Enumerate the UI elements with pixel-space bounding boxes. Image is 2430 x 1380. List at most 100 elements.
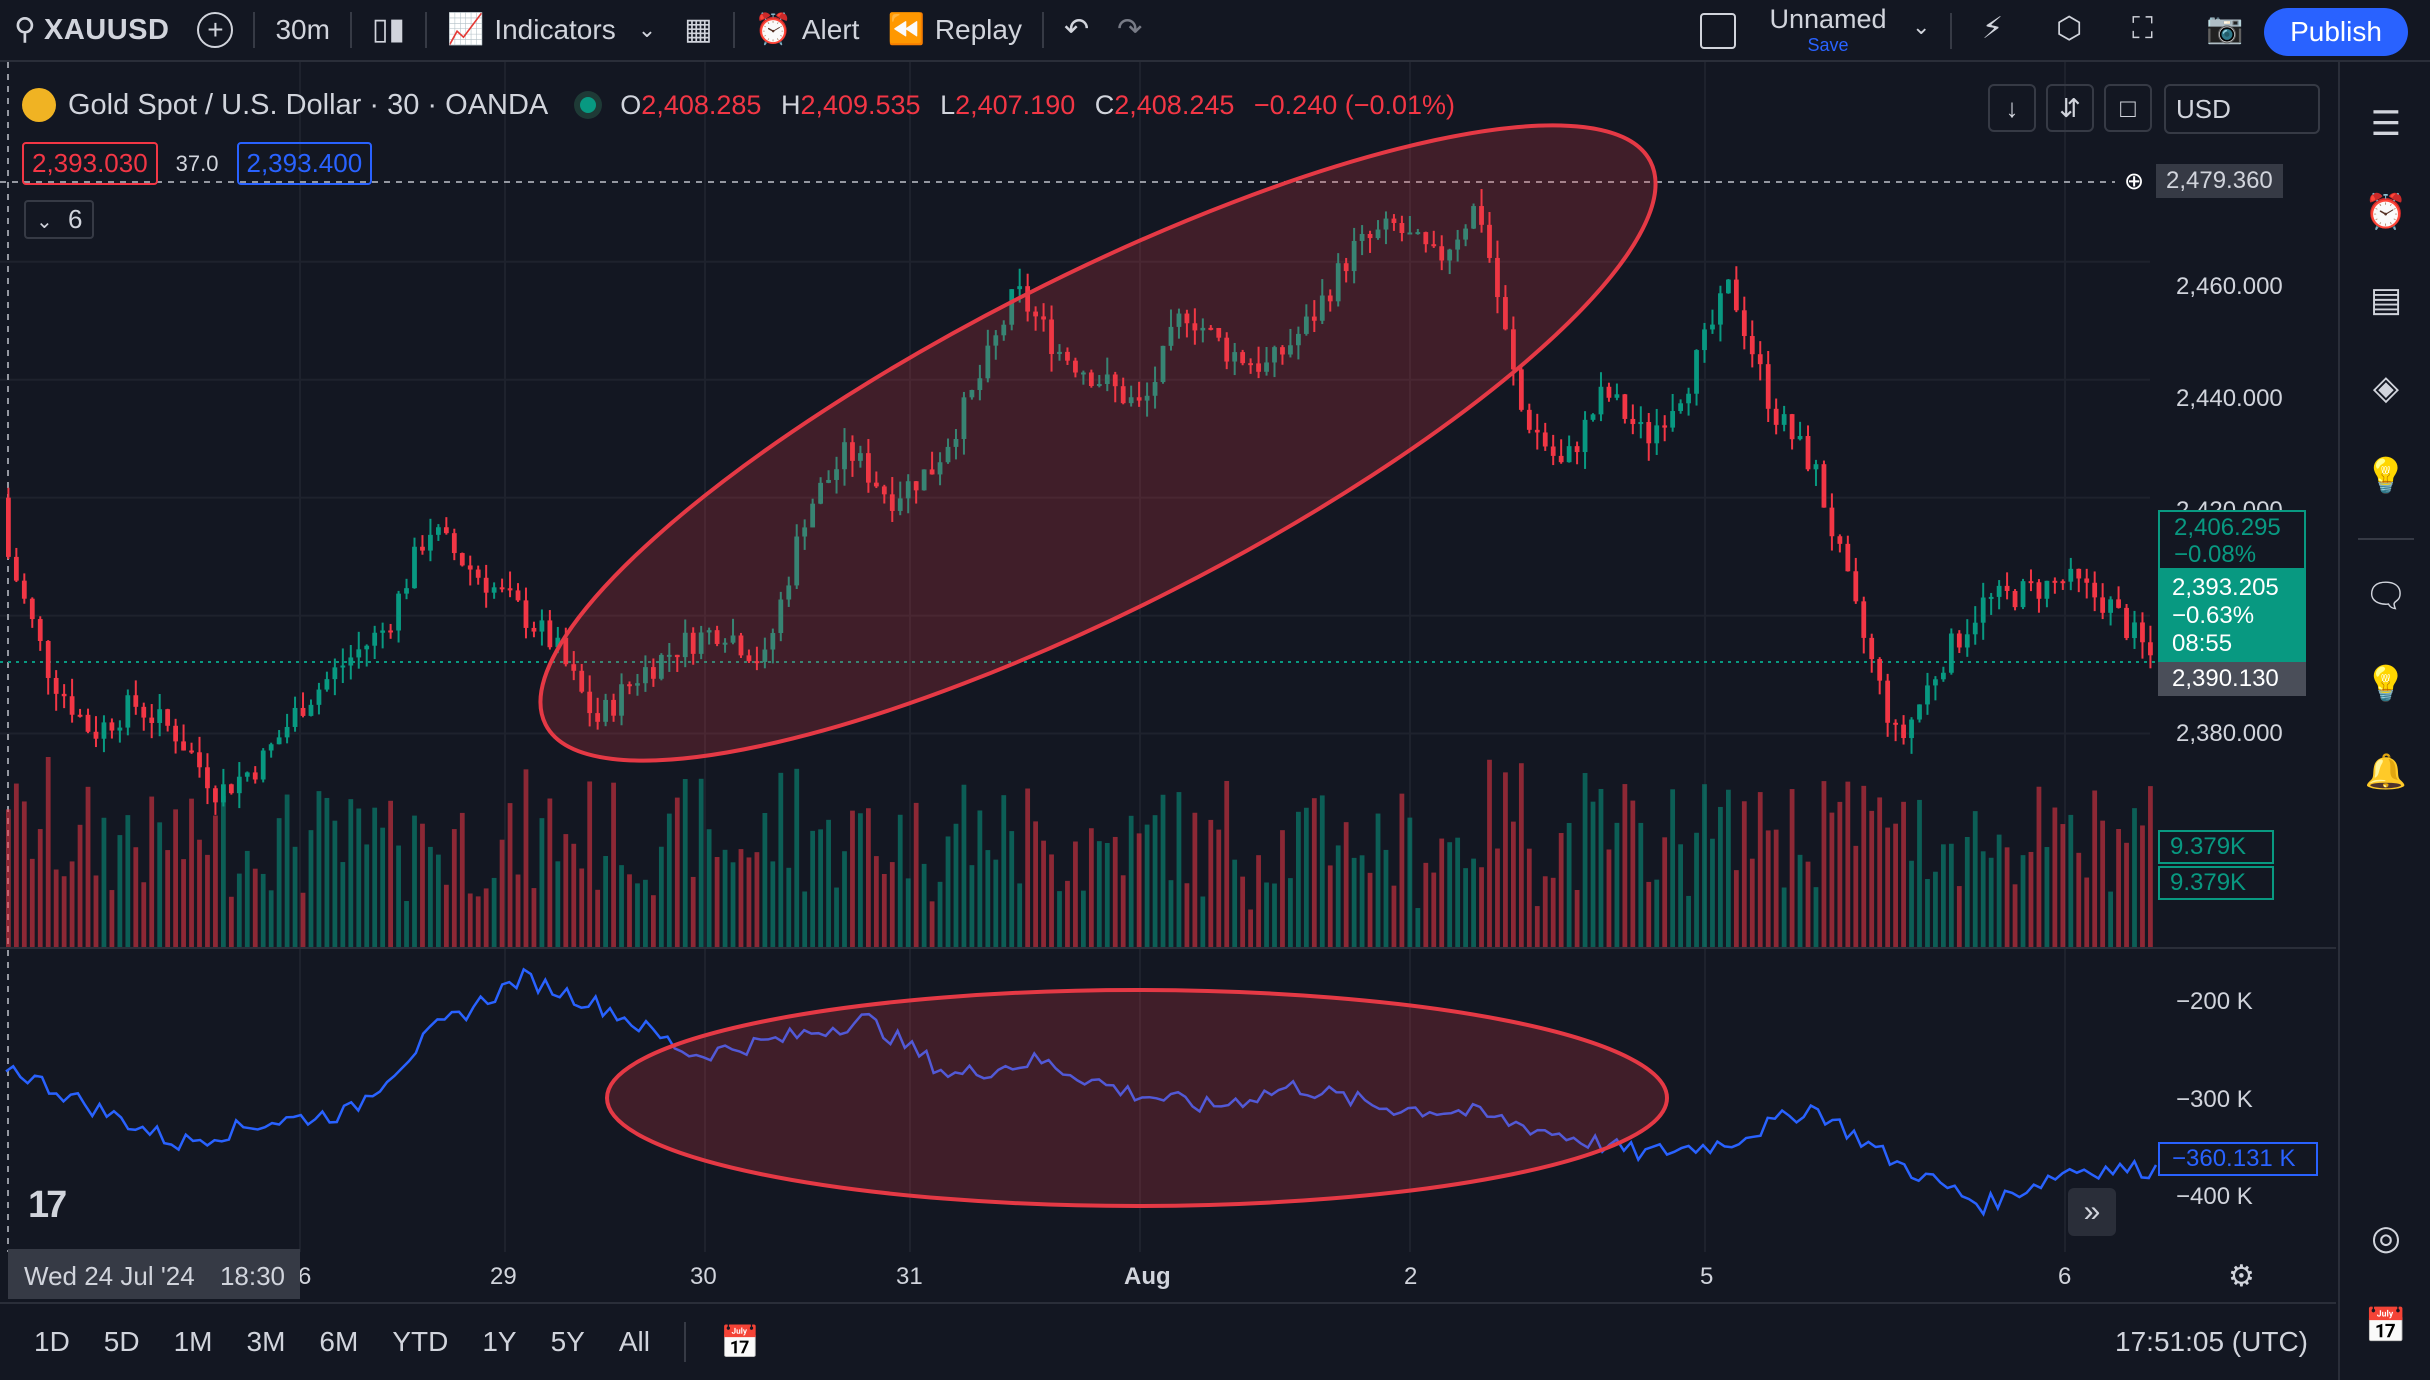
volume-bar: [1200, 896, 1206, 947]
fullscreen-icon[interactable]: ⛶: [2132, 12, 2153, 45]
candle-body: [1104, 374, 1110, 385]
volume-bar: [1495, 848, 1500, 947]
candle-body: [2100, 597, 2106, 613]
indicators-collapse-button[interactable]: ⌄ 6: [24, 200, 95, 239]
candle-body: [953, 438, 959, 447]
range-6m[interactable]: 6M: [319, 1326, 359, 1357]
candle-body: [1224, 337, 1230, 362]
volume-bar: [1232, 859, 1238, 947]
range-ytd[interactable]: YTD: [392, 1326, 449, 1357]
chart-pane[interactable]: [0, 62, 2336, 1300]
range-1y[interactable]: 1Y: [482, 1326, 517, 1357]
tradingview-logo[interactable]: 17: [28, 1184, 67, 1226]
alert-button[interactable]: ⏰ Alert: [741, 0, 874, 61]
volume-bar: [1598, 788, 1604, 947]
range-1d[interactable]: 1D: [34, 1326, 70, 1357]
symbol-search[interactable]: ⚲ XAUUSD: [0, 0, 183, 61]
candle-body: [1327, 295, 1333, 302]
layout-checkbox[interactable]: [1700, 13, 1736, 49]
volume-bar: [1861, 785, 1867, 947]
volume-bar: [1773, 829, 1779, 947]
replay-label: Replay: [934, 14, 1022, 45]
chart-canvas[interactable]: [0, 62, 2336, 1300]
chart-type-button[interactable]: ▯▮: [358, 0, 419, 61]
buy-button[interactable]: 2,393.400: [236, 142, 373, 185]
publish-button[interactable]: Publish: [2264, 8, 2408, 56]
volume-bar: [881, 873, 887, 947]
data-window-icon[interactable]: ▤: [2369, 281, 2403, 319]
volume-bar: [324, 797, 330, 947]
candle-body: [1948, 633, 1954, 673]
volume-bar: [45, 757, 51, 947]
indicators-button[interactable]: 📈 Indicators ⌄: [433, 0, 670, 61]
range-1m[interactable]: 1M: [173, 1326, 213, 1357]
range-5d[interactable]: 5D: [103, 1326, 140, 1357]
volume-bar: [284, 794, 290, 947]
undo-button[interactable]: ↶: [1050, 0, 1103, 61]
candle-body: [1049, 319, 1054, 355]
volume-bar: [69, 861, 75, 947]
chevron-down-icon[interactable]: ⌄: [1912, 14, 1931, 39]
range-all[interactable]: All: [618, 1326, 650, 1357]
alerts-clock-icon[interactable]: ⏰: [2364, 193, 2408, 231]
move-down-icon[interactable]: ↓: [1988, 84, 2036, 132]
candle-body: [181, 741, 186, 751]
candle-body: [666, 654, 672, 657]
candle-body: [340, 665, 346, 668]
calendar-icon[interactable]: 📅: [2364, 1307, 2408, 1345]
layers-icon[interactable]: ◈: [2372, 369, 2400, 407]
candle-body: [29, 598, 35, 620]
ideas-icon[interactable]: 💡: [2364, 457, 2408, 495]
series-title[interactable]: Gold Spot / U.S. Dollar · 30 · OANDA: [68, 88, 549, 121]
volume-bar: [539, 818, 545, 947]
chevron-down-icon[interactable]: ⌄: [637, 17, 657, 42]
utc-clock[interactable]: 17:51:05 (UTC): [2115, 1326, 2308, 1357]
dom-icon[interactable]: ◎: [2371, 1219, 2401, 1257]
time-axis[interactable]: 6 29 30 31 Aug 2 5 6 ⚙: [0, 1255, 2336, 1300]
settings-icon[interactable]: ⬡: [2056, 12, 2083, 45]
candle-body: [1495, 257, 1500, 298]
redo-button[interactable]: ↷: [1103, 0, 1156, 61]
notifications-icon[interactable]: 🔔: [2364, 753, 2408, 791]
currency-select[interactable]: USD: [2164, 84, 2320, 134]
volume-bar: [1654, 879, 1660, 947]
candle-body: [268, 744, 274, 751]
candle-body: [579, 670, 585, 692]
sell-button[interactable]: 2,393.030: [22, 142, 158, 185]
volume-bar: [1343, 822, 1349, 947]
replay-button[interactable]: ⏪ Replay: [873, 0, 1036, 61]
volume-bar: [404, 900, 409, 947]
candle-body: [850, 442, 855, 461]
volume-bar: [1980, 851, 1986, 947]
divider: [2358, 538, 2414, 540]
volume-bar: [1025, 788, 1031, 947]
range-5y[interactable]: 5Y: [550, 1326, 585, 1357]
watchlist-icon[interactable]: ☰: [2370, 105, 2402, 143]
scroll-to-realtime-button[interactable]: »: [2068, 1188, 2116, 1236]
volume-bar: [1280, 830, 1285, 947]
templates-button[interactable]: ▦: [670, 0, 726, 61]
candle-body: [873, 482, 879, 487]
quick-search-icon[interactable]: ⚡: [1982, 12, 2004, 45]
axis-settings-icon[interactable]: ⚙: [2228, 1260, 2255, 1293]
interval-button[interactable]: 30m: [275, 14, 330, 45]
crosshair-add-icon[interactable]: ⊕: [2124, 168, 2145, 195]
streams-icon[interactable]: 💡: [2364, 665, 2408, 703]
volume-bar: [1877, 797, 1883, 947]
candle-body: [69, 696, 75, 715]
chat-icon[interactable]: 🗨: [2364, 577, 2408, 615]
collapse-pane-icon[interactable]: ⇵: [2046, 84, 2094, 132]
compare-button[interactable]: +: [183, 0, 247, 61]
layout-name-button[interactable]: Unnamed Save: [1768, 4, 1888, 56]
candle-body: [547, 620, 553, 648]
range-3m[interactable]: 3M: [246, 1326, 286, 1357]
volume-bar: [531, 888, 537, 947]
camera-icon[interactable]: 📷: [2206, 12, 2244, 45]
volume-bar: [1558, 833, 1564, 947]
volume-bar: [555, 861, 561, 947]
collapsed-count: 6: [68, 204, 83, 234]
volume-bar: [1192, 812, 1198, 947]
alert-icon: ⏰: [754, 13, 792, 46]
calendar-goto-icon[interactable]: 📅: [719, 1324, 760, 1360]
maximize-pane-icon[interactable]: □: [2104, 84, 2152, 132]
